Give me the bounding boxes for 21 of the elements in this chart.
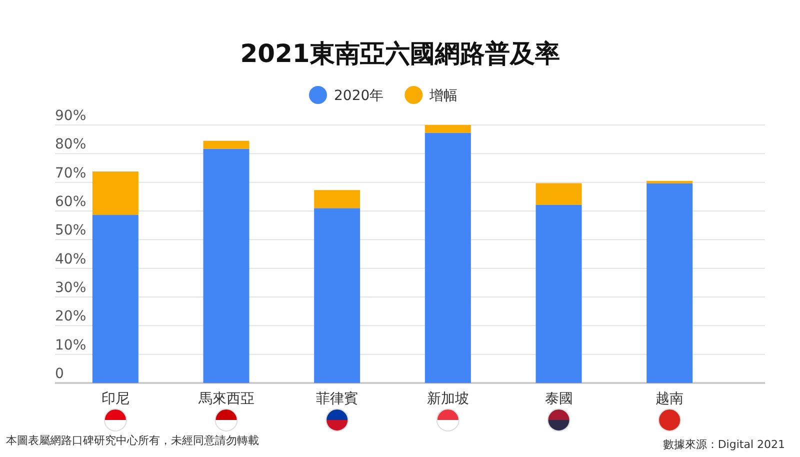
y-tick-label: 60% [55,194,86,210]
y-tick-label: 0 [55,366,64,382]
x-tick-label: 印尼 [101,391,130,407]
y-tick-label: 80% [55,136,86,153]
text: 本圖表屬網路口碑研究中心所有，未經同意請勿轉載 [6,434,259,447]
y-tick-label: 20% [55,308,86,325]
legend-label: 增幅 [428,88,458,104]
x-tick-label: 泰國 [544,391,573,407]
y-tick-label: 30% [55,280,86,296]
legend-label: 2020年 [334,88,384,104]
y-tick-label: 90% [55,108,86,124]
y-tick-label: 70% [55,165,86,182]
x-tick-label: 越南 [656,391,684,407]
y-tick-label: 50% [55,222,86,239]
x-tick-label: 新加坡 [426,391,469,407]
x-tick-label: 馬來西亞 [197,391,254,407]
chart-title: 2021東南亞六國網路普及率 [240,39,560,68]
y-tick-label: 10% [55,337,86,354]
y-tick-label: 40% [55,251,86,268]
x-tick-label: 菲律賓 [316,391,358,407]
text: 數據來源：Digital 2021 [662,438,785,451]
